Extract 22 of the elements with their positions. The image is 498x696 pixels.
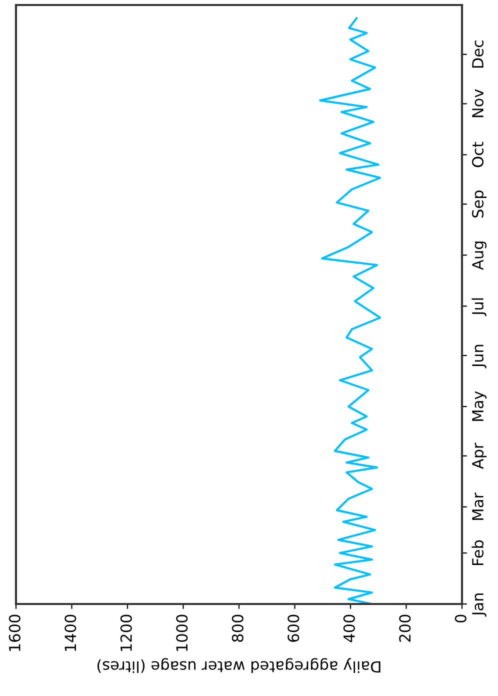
y-tick-label: Jul [472,298,486,316]
y-tick-label: Apr [472,442,487,469]
y-tick-label: Jun [472,344,486,368]
y-tick-label: Sep [472,190,487,218]
y-tick-label: Mar [472,492,484,520]
y-tick-label: Dec [472,40,484,68]
x-tick-label: 1400 [64,614,76,651]
x-tick-label: 600 [288,614,300,642]
y-tick-label: Aug [472,242,487,270]
y-tick-label: Oct [472,142,484,168]
x-tick-label: 1600 [8,614,20,651]
y-tick-label: Jan [472,594,486,617]
y-tick-label: Nov [472,89,484,118]
x-tick-label: 200 [399,614,411,642]
x-tick-label: 1200 [120,614,132,651]
x-axis-title: Daily aggregated water usage (litres) [97,658,380,673]
x-tick-label: 1000 [176,614,188,651]
y-tick-label: Feb [472,540,484,566]
x-tick-label: 400 [343,614,355,642]
x-tick-label: 800 [232,614,244,642]
x-tick-label: 0 [454,614,466,622]
y-tick-label: May [472,391,487,421]
